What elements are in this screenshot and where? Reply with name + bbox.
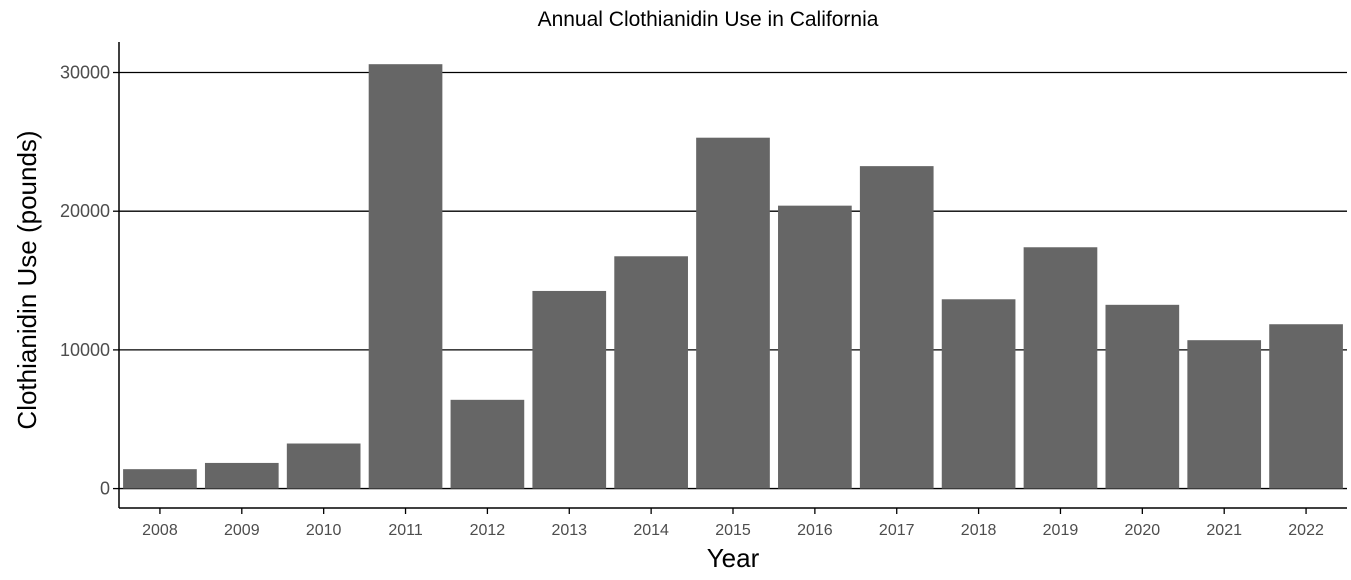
y-axis-ticks: 0 10000 20000 30000 bbox=[60, 63, 119, 499]
y-axis-title: Clothianidin Use (pounds) bbox=[12, 130, 42, 429]
x-tick-label: 2021 bbox=[1206, 522, 1242, 539]
x-tick-label: 2010 bbox=[306, 522, 342, 539]
bars bbox=[123, 64, 1343, 489]
bar-2016 bbox=[778, 205, 852, 489]
y-tick-label: 20000 bbox=[60, 201, 110, 221]
x-tick-label: 2014 bbox=[633, 522, 669, 539]
bar-2020 bbox=[1105, 304, 1180, 489]
x-tick-label: 2018 bbox=[961, 522, 997, 539]
x-axis-ticks: 2008 2009 2010 2011 2012 2013 2014 2015 2016 2017… bbox=[142, 508, 1324, 539]
bar-2011 bbox=[368, 64, 443, 489]
bar-2009 bbox=[204, 462, 279, 489]
y-tick-label: 30000 bbox=[60, 63, 110, 83]
bar-2008 bbox=[123, 469, 197, 489]
bar-2010 bbox=[286, 443, 361, 489]
bar-2012 bbox=[450, 399, 525, 489]
bar-2018 bbox=[941, 299, 1016, 489]
x-tick-label: 2017 bbox=[879, 522, 915, 539]
x-tick-label: 2015 bbox=[715, 522, 751, 539]
x-tick-label: 2011 bbox=[388, 522, 423, 539]
x-tick-label: 2020 bbox=[1125, 522, 1161, 539]
x-tick-label: 2013 bbox=[551, 522, 587, 539]
x-tick-label: 2012 bbox=[470, 522, 506, 539]
y-tick-label: 10000 bbox=[60, 340, 110, 360]
bar-2014 bbox=[614, 256, 688, 489]
y-tick-label: 0 bbox=[100, 479, 110, 499]
bar-2013 bbox=[532, 290, 607, 489]
x-tick-label: 2022 bbox=[1288, 522, 1324, 539]
x-tick-label: 2016 bbox=[797, 522, 833, 539]
bar-2015 bbox=[696, 137, 770, 489]
bar-2019 bbox=[1023, 247, 1098, 489]
x-tick-label: 2009 bbox=[224, 522, 260, 539]
x-tick-label: 2019 bbox=[1043, 522, 1079, 539]
x-tick-label: 2008 bbox=[142, 522, 178, 539]
bar-2021 bbox=[1187, 340, 1262, 489]
bar-2022 bbox=[1269, 324, 1343, 489]
bar-2017 bbox=[859, 166, 934, 489]
chart-title: Annual Clothianidin Use in California bbox=[538, 8, 879, 31]
x-axis-title: Year bbox=[707, 543, 760, 573]
